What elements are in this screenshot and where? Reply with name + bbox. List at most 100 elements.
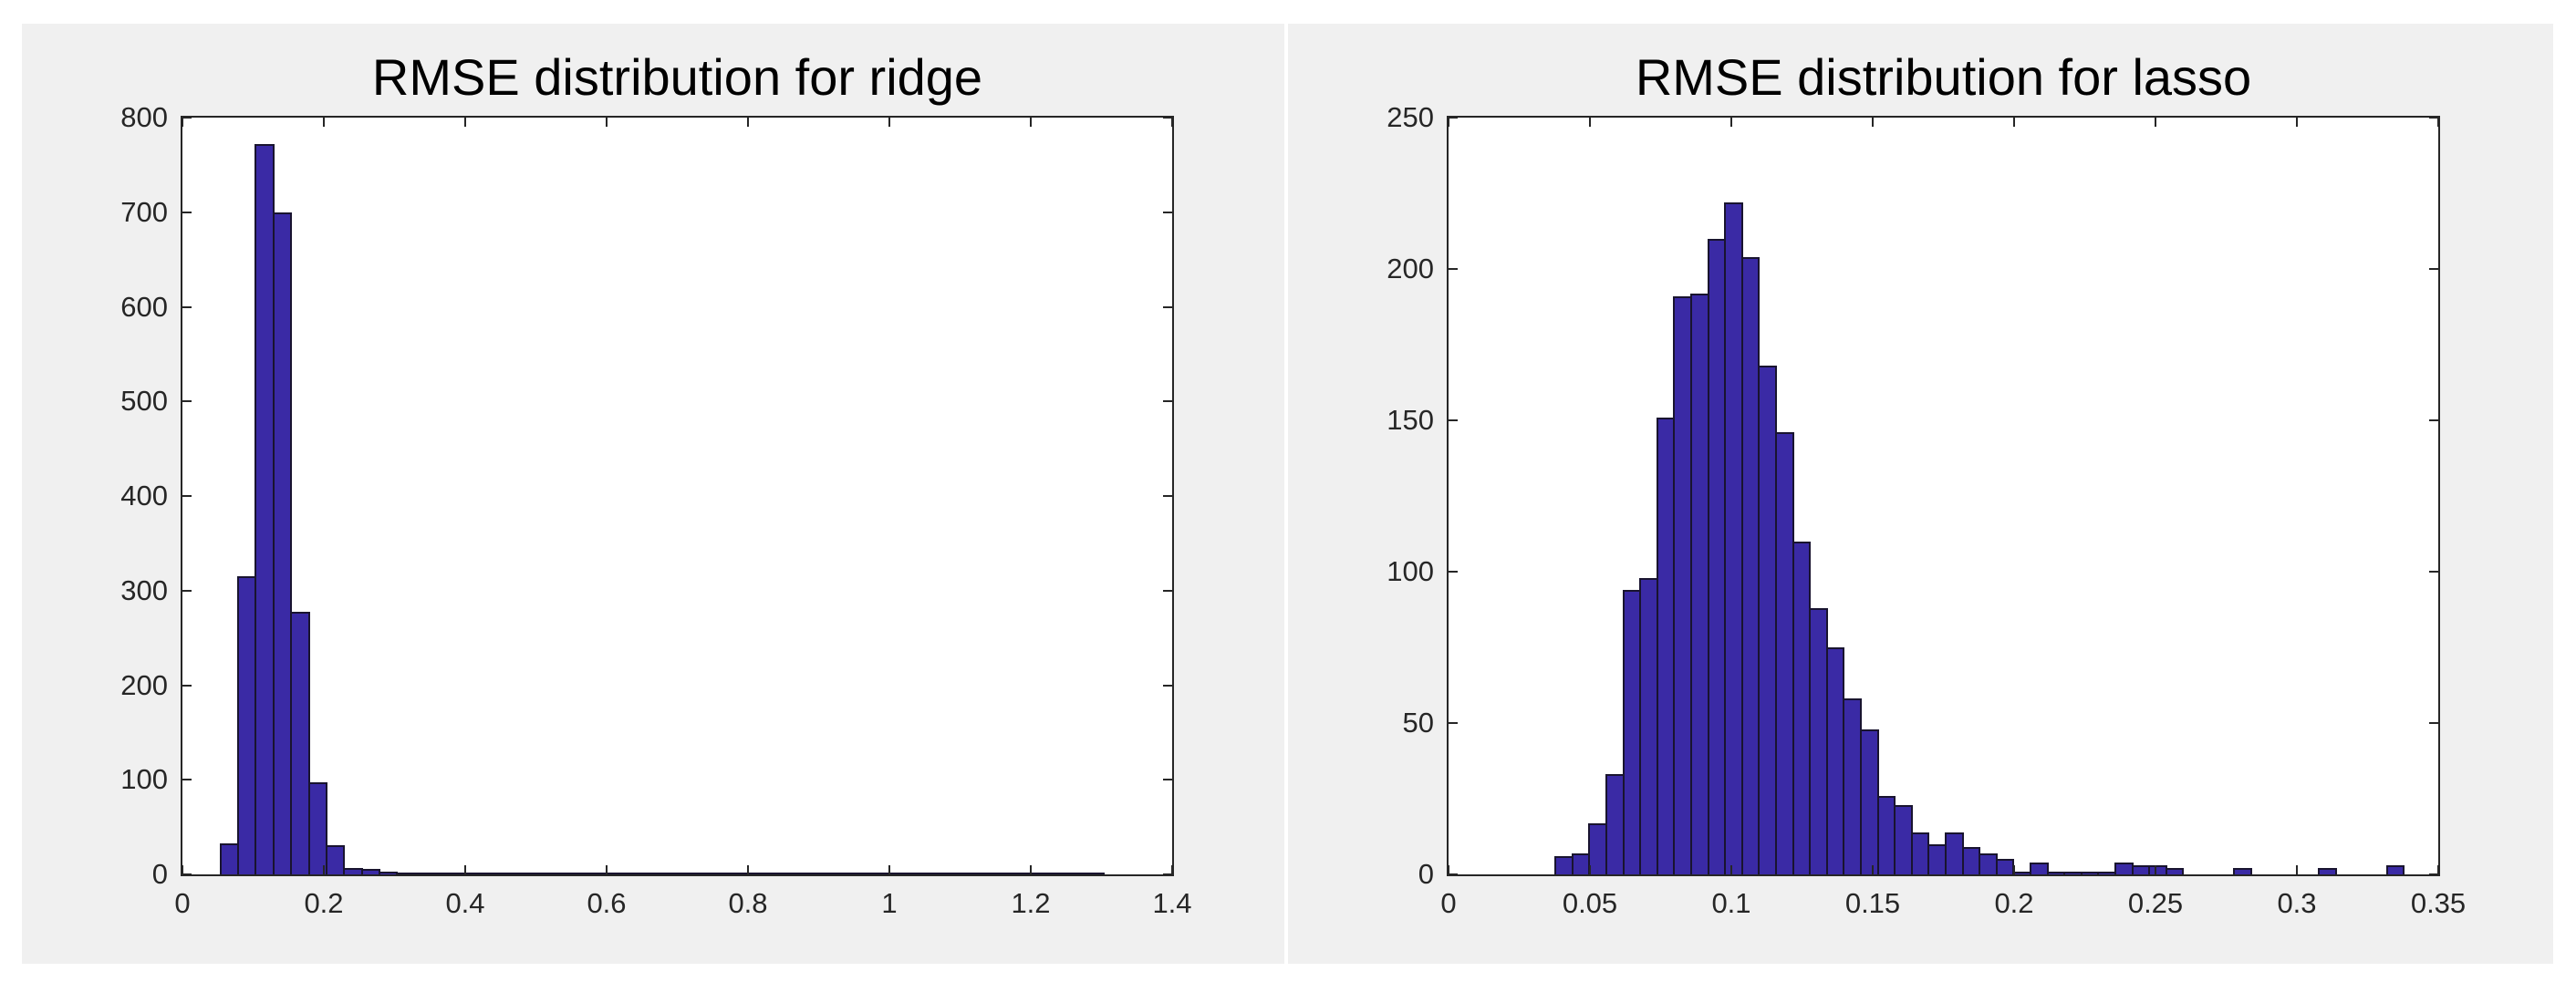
histogram-bar [2030, 862, 2049, 874]
histogram-bar [1050, 872, 1070, 874]
histogram-bar [520, 872, 540, 874]
histogram-bar [608, 872, 628, 874]
histogram-bar [1910, 832, 1930, 874]
x-tick-mark [606, 118, 608, 127]
y-tick-mark [2429, 722, 2438, 724]
histogram-bar [2046, 871, 2066, 874]
y-tick-mark [1449, 873, 1458, 875]
histogram-bar [2165, 868, 2185, 874]
y-tick-mark [1449, 268, 1458, 270]
x-tick-mark [2013, 118, 2015, 127]
y-tick-mark [1449, 419, 1458, 421]
y-tick-label: 0 [1418, 858, 1434, 890]
histogram-bar [1724, 202, 1743, 874]
x-tick-mark [323, 865, 325, 874]
x-tick-mark [888, 118, 890, 127]
y-tick-label: 800 [120, 101, 168, 133]
x-tick-mark [182, 118, 183, 127]
histogram-bar [484, 872, 504, 874]
x-tick-mark [1448, 118, 1449, 127]
x-tick-mark [2437, 118, 2439, 127]
x-tick-mark [2296, 865, 2298, 874]
y-tick-label: 200 [1387, 253, 1434, 284]
x-tick-mark [747, 865, 749, 874]
y-tick-label: 250 [1387, 101, 1434, 133]
histogram-bar [1894, 804, 1913, 874]
y-tick-mark [1163, 873, 1172, 875]
histogram-bar [749, 872, 770, 874]
x-tick-mark [1589, 118, 1591, 127]
y-tick-mark [182, 495, 192, 497]
histogram-bar [661, 872, 681, 874]
histogram-bar [413, 872, 434, 874]
histogram-bar [254, 144, 275, 874]
histogram-bar [2131, 865, 2151, 874]
y-tick-mark [2429, 873, 2438, 875]
histogram-bar [1775, 432, 1794, 874]
histogram-bar [1656, 417, 1676, 874]
histogram-bar [1032, 872, 1053, 874]
histogram-bar [2080, 871, 2100, 874]
histogram-bar [767, 872, 787, 874]
x-tick-mark [1872, 865, 1874, 874]
histogram-bar [1605, 774, 1625, 874]
histogram-bar [2063, 871, 2083, 874]
histogram-bar [1673, 295, 1693, 874]
figure-panel-ridge: RMSE distribution for ridge 0 0.2 0.4 0.6 0.… [22, 24, 1284, 964]
x-tick-label: 0.2 [304, 887, 344, 919]
x-tick-mark [464, 865, 466, 874]
y-tick-mark [1163, 211, 1172, 213]
histogram-bar [1979, 852, 1998, 874]
histogram-bar [1707, 238, 1727, 874]
y-tick-label: 100 [120, 763, 168, 796]
plot-axes-lasso: 0 0.05 0.1 0.15 0.2 0.25 0.3 0.35 0 50 100 150 200 25… [1387, 101, 2466, 919]
histogram-bar [325, 844, 346, 874]
y-tick-label: 700 [120, 195, 168, 228]
histogram-bar [272, 212, 293, 874]
y-tick-label: 600 [120, 290, 168, 323]
y-tick-mark [1449, 117, 1458, 119]
x-tick-mark [1030, 118, 1032, 127]
histogram-bar [2114, 862, 2134, 874]
y-tick-mark [1163, 305, 1172, 308]
histogram-bar [1995, 859, 2015, 874]
histogram-bar [784, 872, 805, 874]
y-tick-mark [1163, 589, 1172, 592]
x-tick-label: 0.2 [1994, 887, 2034, 919]
histogram-bar [1639, 577, 1658, 874]
x-tick-label: 0.8 [728, 887, 768, 919]
x-tick-label: 0.6 [587, 887, 627, 919]
y-tick-mark [182, 873, 192, 875]
x-tick-mark [2155, 865, 2156, 874]
histogram-bar [1809, 607, 1828, 874]
y-tick-mark [182, 305, 192, 308]
histogram-bar [1740, 256, 1761, 874]
x-tick-mark [1171, 865, 1173, 874]
histogram-bar [2385, 865, 2405, 874]
x-tick-label: 1 [881, 887, 898, 919]
y-tick-label: 300 [120, 574, 168, 606]
histogram-bar [837, 872, 858, 874]
x-tick-mark [606, 865, 608, 874]
histogram-bar [2233, 868, 2252, 874]
y-tick-mark [2429, 419, 2438, 421]
histogram-bar [1961, 847, 1981, 874]
histogram-bar [944, 872, 964, 874]
figure-panel-lasso: RMSE distribution for lasso 0 0.05 0.1 0.15… [1288, 24, 2553, 964]
histogram-bar [396, 872, 416, 874]
x-tick-mark [2155, 118, 2156, 127]
histogram-bar [856, 872, 876, 874]
x-tick-label: 0.1 [1711, 887, 1751, 919]
y-tick-mark [2429, 268, 2438, 270]
histogram-bar [431, 872, 452, 874]
x-tick-label: 0 [1440, 887, 1457, 919]
x-tick-mark [1030, 865, 1032, 874]
histogram-bar [979, 872, 1000, 874]
y-tick-label: 200 [120, 668, 168, 701]
histogram-bar [219, 842, 240, 874]
x-tick-mark [2437, 865, 2439, 874]
x-tick-mark [323, 118, 325, 127]
chart-title-lasso: RMSE distribution for lasso [1635, 48, 2252, 106]
y-tick-mark [182, 684, 192, 687]
y-tick-mark [1163, 779, 1172, 781]
